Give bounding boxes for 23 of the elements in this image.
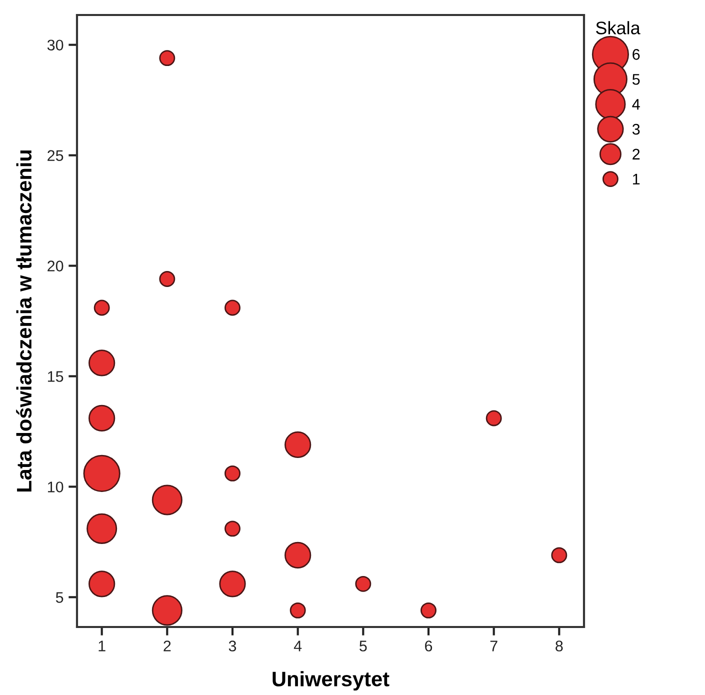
x-tick-label: 7: [490, 640, 498, 652]
y-tick-label: 25: [48, 150, 64, 161]
y-tick-label: 10: [48, 482, 64, 492]
x-tick-label: 1: [98, 640, 106, 652]
y-tick-label: 5: [56, 592, 64, 603]
legend-label: 5: [632, 74, 640, 85]
legend-label: 6: [632, 49, 640, 60]
x-tick-label: 4: [294, 640, 302, 652]
y-axis-title: Lata doświadczenia w tłumaczeniu: [16, 150, 32, 492]
x-tick-label: 8: [556, 640, 563, 652]
legend-title: Skala: [596, 21, 640, 34]
legend-label: 2: [632, 148, 640, 160]
legend-label: 3: [632, 124, 640, 135]
x-tick-label: 5: [360, 640, 367, 652]
legend-label: 4: [632, 99, 640, 110]
x-tick-label: 3: [228, 640, 236, 652]
y-tick-label: 30: [47, 40, 64, 51]
legend-label: 1: [633, 174, 640, 184]
x-axis-title: Uniwersytet: [272, 671, 390, 691]
y-tick-label: 20: [48, 260, 64, 272]
x-tick-label: 6: [425, 640, 432, 652]
y-tick-label: 15: [48, 371, 64, 382]
x-tick-label: 2: [164, 640, 171, 652]
